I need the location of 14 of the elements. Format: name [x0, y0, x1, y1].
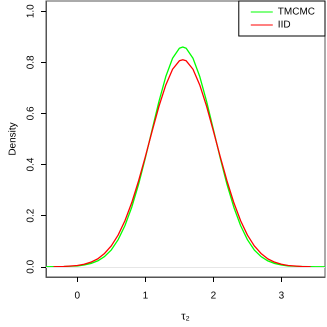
x-tick-label: 3	[278, 290, 285, 302]
legend-label: TMCMC	[278, 6, 316, 18]
y-tick-label: 0.6	[26, 106, 36, 120]
y-tick-label: 0.0	[26, 259, 36, 274]
x-tick-label: 1	[142, 290, 149, 302]
y-tick-label: 0.8	[26, 54, 36, 70]
y-tick-label: 0.2	[26, 208, 36, 223]
y-axis-title: Density	[8, 122, 18, 156]
x-axis-title: τ₂	[181, 310, 190, 322]
x-tick-label: 2	[210, 290, 217, 302]
y-tick-label: 0.4	[26, 157, 36, 172]
legend-label: IID	[278, 20, 291, 30]
y-tick-label: 1.0	[26, 4, 36, 18]
x-tick-label: 0	[74, 290, 81, 302]
